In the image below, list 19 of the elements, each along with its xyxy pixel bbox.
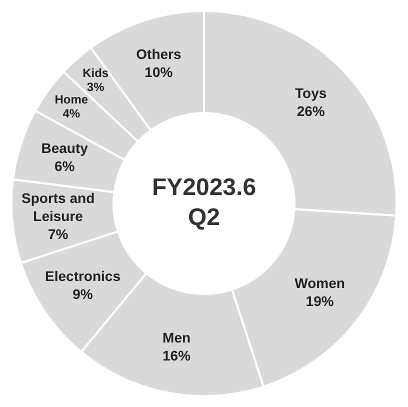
slice-label: Men [162,329,191,346]
slice-label: Sports and Leisure [22,190,95,224]
slice-label: Kids [82,66,109,80]
slice-label: Electronics [45,268,121,284]
data-label: 6% [54,158,76,174]
slice-label: Beauty [41,140,88,156]
data-label: 19% [306,293,334,310]
data-label: 26% [296,103,326,120]
slice-label: Toys [295,85,327,102]
text: FY2023.6 Q2 [152,174,256,232]
slice-label: Home [54,92,88,106]
slice-label: Women [294,275,345,292]
data-label: 16% [162,347,192,364]
data-label: 3% [86,80,105,94]
data-label: 7% [48,226,69,242]
slice-label: Others [136,46,182,62]
data-label: 4% [62,106,80,120]
data-label: 9% [72,286,94,302]
data-label: 10% [144,64,174,80]
